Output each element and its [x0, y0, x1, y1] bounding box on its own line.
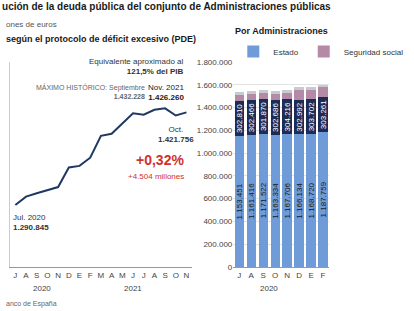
- svg-text:J: J: [13, 271, 17, 280]
- svg-text:E: E: [77, 271, 82, 280]
- svg-text:N: N: [184, 271, 190, 280]
- svg-text:302.686: 302.686: [271, 103, 280, 132]
- svg-text:1.400.000: 1.400.000: [197, 103, 233, 112]
- svg-text:J: J: [131, 271, 135, 280]
- svg-text:1.600.000: 1.600.000: [197, 81, 233, 90]
- svg-text:1.800.000: 1.800.000: [197, 58, 233, 67]
- svg-text:O: O: [44, 271, 50, 280]
- svg-text:600.000: 600.000: [203, 194, 232, 203]
- svg-text:1.168.720: 1.168.720: [307, 182, 316, 218]
- svg-text:1.000.000: 1.000.000: [197, 149, 233, 158]
- svg-text:1.161.416: 1.161.416: [247, 183, 256, 219]
- svg-text:+4.504 millones: +4.504 millones: [128, 172, 184, 181]
- svg-text:O: O: [173, 271, 179, 280]
- svg-text:N: N: [55, 271, 61, 280]
- svg-text:D: D: [296, 271, 302, 280]
- svg-text:1.153.451: 1.153.451: [235, 183, 244, 219]
- svg-text:0: 0: [228, 263, 233, 272]
- svg-text:A: A: [23, 271, 29, 280]
- svg-text:304.216: 304.216: [283, 102, 292, 131]
- svg-text:800.000: 800.000: [203, 172, 232, 181]
- svg-text:E: E: [308, 271, 313, 280]
- svg-text:A: A: [249, 271, 255, 280]
- svg-text:Estado: Estado: [273, 48, 298, 57]
- svg-text:1.166.134: 1.166.134: [295, 183, 304, 219]
- svg-text:2020: 2020: [33, 284, 51, 293]
- svg-text:400.000: 400.000: [203, 217, 232, 226]
- svg-text:1.167.706: 1.167.706: [283, 182, 292, 218]
- svg-text:anco de España: anco de España: [6, 300, 57, 308]
- svg-text:Oct.1.421.756: Oct.1.421.756: [158, 125, 194, 144]
- svg-text:S: S: [162, 271, 167, 280]
- svg-text:1.187.759: 1.187.759: [319, 181, 328, 217]
- svg-text:1.200.000: 1.200.000: [197, 126, 233, 135]
- svg-text:ución de la deuda pública del: ución de la deuda pública del conjunto d…: [2, 1, 331, 12]
- svg-text:+0,32%: +0,32%: [136, 152, 184, 168]
- svg-text:Equivalente aproximado al121,5: Equivalente aproximado al121,5% del PIB: [89, 57, 184, 76]
- svg-text:S: S: [34, 271, 39, 280]
- svg-text:302.992: 302.992: [295, 102, 304, 131]
- svg-text:A: A: [109, 271, 115, 280]
- svg-text:F: F: [321, 271, 326, 280]
- svg-text:2020: 2020: [260, 284, 278, 293]
- svg-text:ones de euros: ones de euros: [6, 20, 57, 29]
- svg-text:303.702: 303.702: [307, 102, 316, 131]
- svg-text:Seguridad social: Seguridad social: [344, 48, 403, 57]
- svg-text:S: S: [261, 271, 266, 280]
- svg-text:200.000: 200.000: [203, 240, 232, 249]
- svg-text:M: M: [98, 271, 105, 280]
- svg-text:303.261: 303.261: [319, 100, 328, 129]
- svg-text:MÁXIMO HISTÓRICO: Septiembre1.: MÁXIMO HISTÓRICO: Septiembre1.432.228: [36, 83, 145, 100]
- svg-text:según el protocolo de déficit: según el protocolo de déficit excesivo (…: [6, 34, 196, 44]
- svg-text:302.466: 302.466: [247, 103, 256, 132]
- svg-text:301.870: 301.870: [259, 102, 268, 131]
- svg-text:F: F: [88, 271, 93, 280]
- svg-text:O: O: [272, 271, 278, 280]
- svg-text:302.810: 302.810: [235, 104, 244, 133]
- svg-text:Nov. 20211.426.260: Nov. 20211.426.260: [148, 83, 184, 102]
- svg-text:N: N: [284, 271, 290, 280]
- svg-text:J: J: [237, 271, 241, 280]
- svg-text:1.171.522: 1.171.522: [259, 182, 268, 218]
- svg-text:A: A: [152, 271, 158, 280]
- svg-text:1.163.334: 1.163.334: [271, 183, 280, 219]
- svg-text:M: M: [119, 271, 126, 280]
- svg-text:2021: 2021: [124, 284, 142, 293]
- svg-text:Por Administraciones: Por Administraciones: [235, 26, 328, 36]
- svg-text:Jul. 20201.290.845: Jul. 20201.290.845: [13, 213, 49, 232]
- svg-text:D: D: [66, 271, 72, 280]
- svg-text:J: J: [142, 271, 146, 280]
